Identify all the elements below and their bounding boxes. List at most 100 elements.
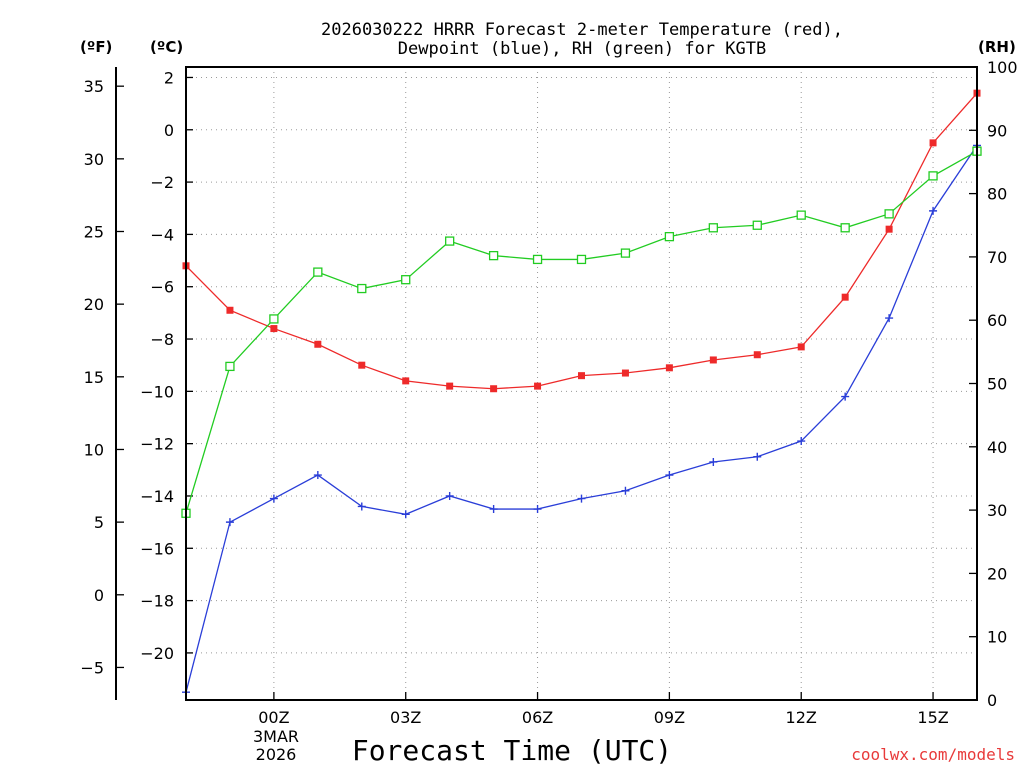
- celsius-tick-label: −10: [140, 382, 174, 401]
- dewpoint-point: [445, 491, 454, 500]
- dewpoint-point: [225, 518, 234, 527]
- temperature-line: [185, 92, 978, 390]
- celsius-tick-label: −20: [140, 644, 174, 663]
- temperature-point: [534, 382, 542, 390]
- celsius-tick-label: 0: [164, 121, 174, 140]
- time-tick-label: 12Z: [786, 708, 817, 727]
- rh-tick-label: 40: [987, 438, 1007, 457]
- rh-point: [664, 231, 675, 242]
- fahrenheit-tick-label: 25: [84, 222, 104, 241]
- dewpoint-point: [929, 206, 938, 215]
- rh-tick-label: 30: [987, 501, 1007, 520]
- temperature-point: [885, 225, 893, 233]
- date-label-year: 2026: [256, 745, 297, 764]
- rh-point: [225, 361, 235, 372]
- rh-point: [576, 254, 587, 265]
- date-label-day: 3MAR: [253, 727, 299, 746]
- fahrenheit-tick-label: 10: [84, 440, 104, 459]
- celsius-tick-label: −14: [140, 487, 174, 506]
- dewpoint-point: [577, 494, 586, 503]
- celsius-tick-label: −2: [150, 173, 174, 192]
- celsius-tick-label: −4: [150, 225, 174, 244]
- time-tick-label: 00Z: [258, 708, 289, 727]
- rh-point: [708, 223, 718, 233]
- grid-lines: [186, 67, 977, 700]
- rh-tick-label: 100: [987, 58, 1018, 77]
- temperature-point: [226, 306, 234, 314]
- rh-point: [357, 283, 367, 294]
- temperature-point: [314, 340, 322, 348]
- temperature-point: [797, 343, 805, 351]
- dewpoint-point: [269, 494, 278, 503]
- rh-tick-label: 20: [987, 564, 1007, 583]
- rh-point: [796, 210, 806, 220]
- chart-title-line1: 2026030222 HRRR Forecast 2-meter Tempera…: [321, 20, 843, 40]
- rh-point: [752, 220, 762, 230]
- rh-point: [313, 267, 323, 277]
- temperature-point: [621, 369, 629, 377]
- dewpoint-point: [885, 314, 894, 323]
- celsius-axis: 2 0 −2 −4 −6 −8 −10 −12 −14 −16 −18 −20: [140, 68, 193, 663]
- rh-tick-label: 70: [987, 248, 1007, 267]
- rh-point: [620, 248, 631, 258]
- unit-label-fahrenheit: (ºF): [80, 38, 112, 56]
- rh-tick-label: 0: [987, 691, 997, 710]
- rh-point: [884, 209, 894, 219]
- temperature-point: [270, 325, 278, 333]
- celsius-tick-label: −12: [140, 435, 174, 454]
- time-tick-label: 03Z: [390, 708, 421, 727]
- dewpoint-point: [797, 437, 806, 446]
- dewpoint-point: [357, 502, 366, 511]
- rh-tick-label: 80: [987, 185, 1007, 204]
- rh-point: [928, 171, 938, 181]
- unit-label-celsius: (ºC): [150, 38, 183, 56]
- dewpoint-point: [401, 510, 410, 519]
- fahrenheit-tick-label: 5: [94, 513, 104, 532]
- celsius-tick-label: −8: [150, 330, 174, 349]
- fahrenheit-tick-label: −5: [80, 658, 104, 677]
- time-tick-label: 15Z: [917, 708, 948, 727]
- temperature-point: [709, 356, 717, 364]
- chart-title-line2: Dewpoint (blue), RH (green) for KGTB: [398, 39, 766, 59]
- dewpoint-point: [621, 486, 630, 495]
- rh-line: [185, 150, 978, 514]
- celsius-tick-label: −16: [140, 539, 174, 558]
- dewpoint-point: [753, 452, 762, 461]
- fahrenheit-tick-label: 15: [84, 368, 104, 387]
- fahrenheit-tick-label: 35: [84, 77, 104, 96]
- fahrenheit-tick-label: 0: [94, 586, 104, 605]
- rh-point: [532, 254, 543, 265]
- time-tick-label: 09Z: [654, 708, 685, 727]
- temperature-point: [402, 377, 410, 385]
- rh-tick-label: 90: [987, 121, 1007, 140]
- celsius-tick-label: 2: [164, 68, 174, 87]
- time-tick-label: 06Z: [522, 708, 553, 727]
- fahrenheit-axis: 35 30 25 20 15 10 5 0 −5: [80, 67, 124, 700]
- temperature-point: [578, 372, 585, 380]
- dewpoint-point: [533, 505, 542, 514]
- dewpoint-point: [489, 505, 498, 514]
- rh-tick-label: 50: [987, 375, 1007, 394]
- temperature-point: [446, 382, 454, 390]
- dewpoint-point: [841, 392, 850, 401]
- dewpoint-line: [185, 145, 978, 693]
- temperature-point: [929, 139, 937, 147]
- x-axis-title: Forecast Time (UTC): [352, 734, 672, 767]
- celsius-tick-label: −18: [140, 592, 174, 611]
- temperature-point: [753, 351, 761, 359]
- rh-point: [488, 250, 499, 261]
- watermark-credit: coolwx.com/models: [851, 745, 1015, 764]
- temperature-point: [490, 385, 498, 393]
- dewpoint-point: [665, 471, 674, 480]
- dewpoint-point: [313, 471, 322, 480]
- rh-tick-label: 60: [987, 311, 1007, 330]
- time-axis: 00Z 03Z 06Z 09Z 12Z 15Z: [258, 692, 949, 727]
- data-series: [181, 89, 982, 697]
- rh-point: [401, 275, 411, 285]
- temperature-point: [665, 364, 673, 372]
- unit-label-rh: (RH): [978, 38, 1016, 56]
- rh-tick-label: 10: [987, 628, 1007, 647]
- rh-point: [445, 236, 455, 246]
